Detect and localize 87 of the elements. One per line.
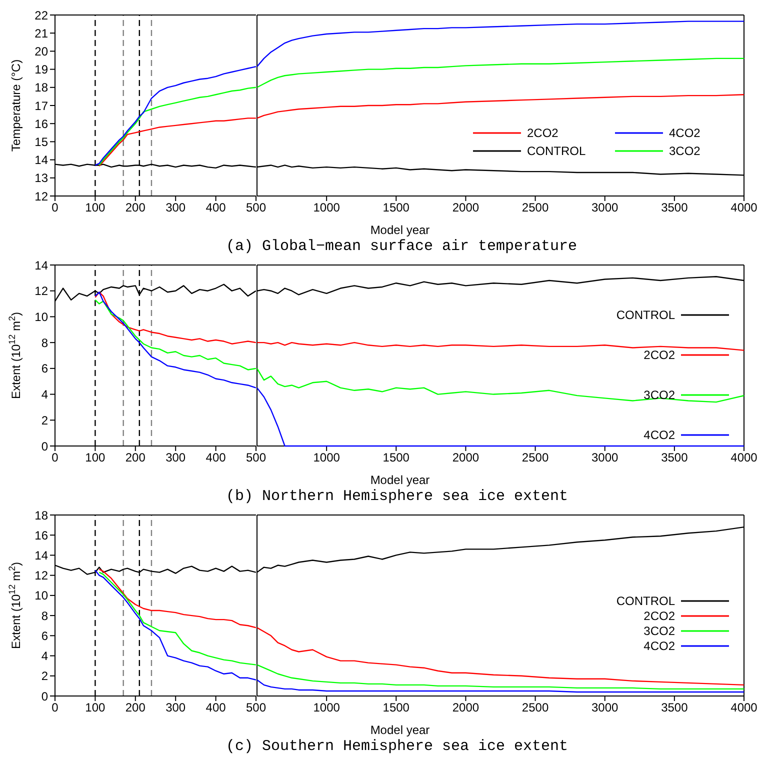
x-tick-label: 200 xyxy=(125,700,146,715)
x-tick-label: 300 xyxy=(166,450,186,465)
x-tick-label: 3000 xyxy=(592,700,619,715)
legend-label: CONTROL xyxy=(616,308,675,322)
x-tick-label: 4000 xyxy=(730,700,758,715)
x-tick-label: 1500 xyxy=(382,200,410,215)
legend-label: 3CO2 xyxy=(669,144,702,158)
x-tick-label: 300 xyxy=(166,200,186,215)
y-axis-title: Temperature (°C) xyxy=(9,59,23,152)
x-tick-label: 4000 xyxy=(730,450,758,465)
y-tick-label: 10 xyxy=(34,588,48,603)
x-tick-label: 1000 xyxy=(313,700,340,715)
x-tick-label: 0 xyxy=(52,700,59,715)
y-tick-label: 21 xyxy=(34,26,48,40)
legend-label: 3CO2 xyxy=(644,388,675,402)
x-tick-label: 1500 xyxy=(382,450,410,465)
x-tick-label: 300 xyxy=(166,700,186,715)
x-tick-label: 3000 xyxy=(592,450,619,465)
x-axis-title: Model year xyxy=(370,223,430,237)
x-tick-label: 1000 xyxy=(313,450,340,465)
y-tick-label: 0 xyxy=(41,689,48,704)
x-tick-label: 500 xyxy=(246,200,266,215)
x-tick-label: 100 xyxy=(85,200,106,215)
legend-label: CONTROL xyxy=(527,144,587,158)
y-tick-label: 2 xyxy=(41,413,48,428)
x-tick-label: 400 xyxy=(206,450,226,465)
x-tick-label: 200 xyxy=(125,450,146,465)
y-tick-label: 4 xyxy=(41,388,48,402)
x-tick-label: 0 xyxy=(52,200,59,215)
y-tick-label: 12 xyxy=(34,189,48,204)
y-tick-label: 4 xyxy=(41,649,48,664)
legend-label: 2CO2 xyxy=(644,609,675,623)
y-tick-label: 20 xyxy=(34,44,48,58)
x-tick-label: 1500 xyxy=(382,700,410,715)
x-tick-label: 2000 xyxy=(452,450,480,465)
y-tick-label: 14 xyxy=(34,548,48,562)
y-tick-label: 22 xyxy=(34,8,48,22)
legend-label: 2CO2 xyxy=(527,126,560,140)
y-tick-label: 19 xyxy=(34,62,48,77)
legend-label: 4CO2 xyxy=(669,126,702,140)
y-tick-label: 12 xyxy=(34,568,48,583)
x-axis-title: Model year xyxy=(370,723,430,737)
y-tick-label: 12 xyxy=(34,284,48,298)
text: (a) Global−mean surface air temperature xyxy=(226,238,578,255)
y-tick-label: 10 xyxy=(34,310,48,324)
x-tick-label: 2000 xyxy=(452,700,480,715)
x-axis-title: Model year xyxy=(370,473,430,487)
x-tick-label: 100 xyxy=(85,700,106,715)
x-tick-label: 400 xyxy=(206,700,226,715)
y-tick-label: 8 xyxy=(41,336,48,350)
x-tick-label: 0 xyxy=(52,450,59,465)
y-tick-label: 18 xyxy=(34,508,48,522)
text: (c) Southern Hemisphere sea ice extent xyxy=(226,738,568,755)
x-tick-label: 400 xyxy=(206,200,226,215)
x-tick-label: 4000 xyxy=(730,200,758,215)
y-tick-label: 18 xyxy=(34,80,48,95)
x-tick-label: 3500 xyxy=(661,200,688,215)
x-tick-label: 2000 xyxy=(452,200,480,215)
text: (b) Northern Hemisphere sea ice extent xyxy=(226,488,568,505)
y-tick-label: 16 xyxy=(34,116,48,131)
y-tick-label: 13 xyxy=(34,171,48,186)
y-tick-label: 14 xyxy=(34,153,48,168)
x-tick-label: 3000 xyxy=(592,200,619,215)
y-tick-label: 6 xyxy=(41,362,48,376)
y-tick-label: 0 xyxy=(41,439,48,454)
x-tick-label: 3500 xyxy=(661,700,688,715)
y-tick-label: 14 xyxy=(34,258,48,272)
y-tick-label: 16 xyxy=(34,528,48,542)
legend-label: 3CO2 xyxy=(644,624,675,638)
x-tick-label: 100 xyxy=(85,450,106,465)
x-tick-label: 500 xyxy=(246,450,266,465)
y-tick-label: 2 xyxy=(41,669,48,684)
x-tick-label: 200 xyxy=(125,200,146,215)
x-tick-label: 3500 xyxy=(661,450,688,465)
legend-label: 2CO2 xyxy=(644,348,675,362)
legend-label: 4CO2 xyxy=(644,639,675,653)
x-tick-label: 500 xyxy=(246,700,266,715)
y-tick-label: 6 xyxy=(41,628,48,643)
legend-label: 4CO2 xyxy=(644,428,675,442)
y-tick-label: 8 xyxy=(41,608,48,623)
x-tick-label: 2500 xyxy=(522,450,549,465)
y-tick-label: 15 xyxy=(34,134,48,149)
y-tick-label: 17 xyxy=(34,98,48,113)
x-tick-label: 1000 xyxy=(313,200,340,215)
x-tick-label: 2500 xyxy=(522,200,549,215)
legend-label: CONTROL xyxy=(616,594,675,608)
x-tick-label: 2500 xyxy=(522,700,549,715)
